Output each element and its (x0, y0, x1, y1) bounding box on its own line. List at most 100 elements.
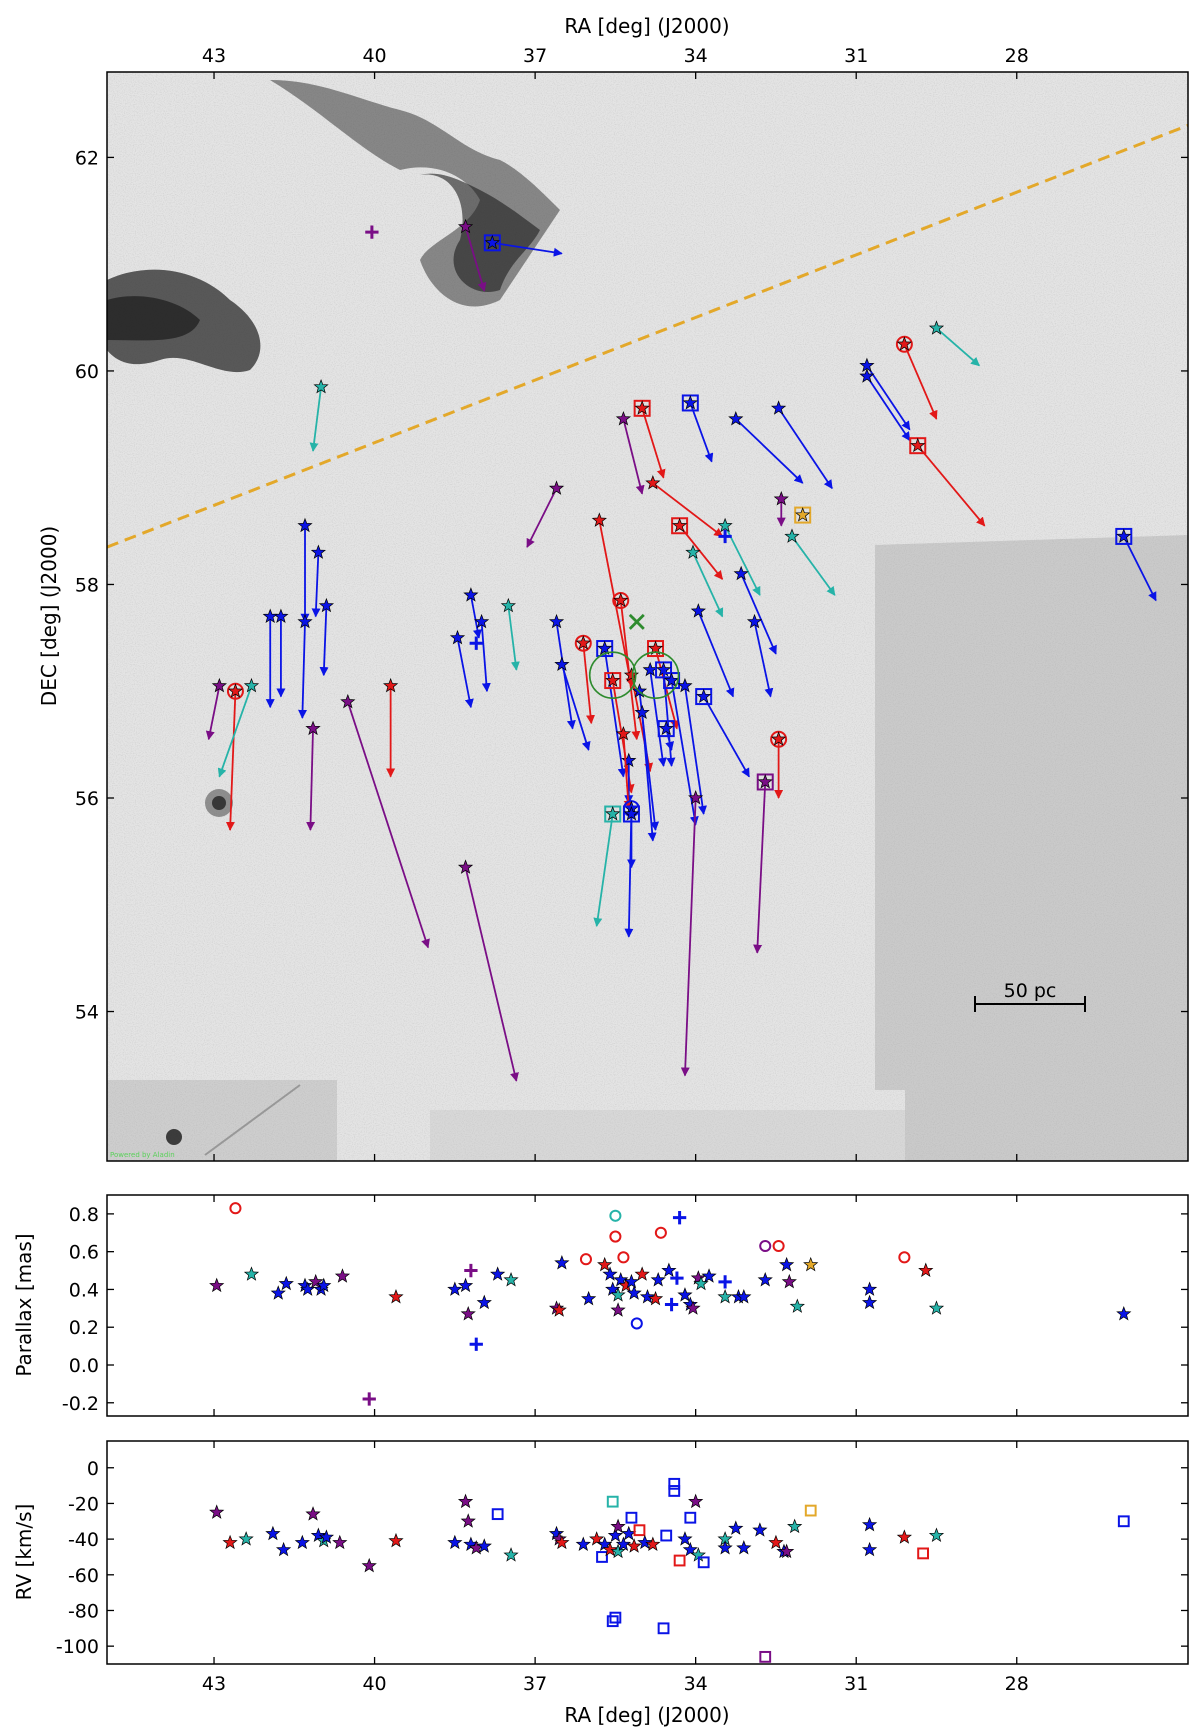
parallax-point (243, 1266, 260, 1281)
star-marker (227, 683, 244, 698)
proper-motion-arrow (753, 621, 774, 698)
star-red (633, 399, 666, 479)
proper-motion-arrow (470, 594, 482, 639)
star-marker (685, 544, 701, 559)
proper-motion-arrow (689, 402, 714, 463)
x-tick-label-top: 40 (362, 45, 386, 67)
star-purple (305, 720, 321, 831)
y-tick-label: 54 (75, 1002, 99, 1024)
rv-point (447, 1534, 463, 1550)
star-marker (615, 725, 632, 741)
proper-motion-arrow (464, 226, 487, 292)
proper-motion-arrow (684, 685, 707, 815)
star-marker (634, 400, 650, 415)
y-tick-label: 60 (75, 361, 99, 383)
rv-point (688, 1493, 704, 1509)
star-marker (623, 806, 640, 821)
rv-point (682, 1541, 698, 1557)
rv-point (607, 1527, 623, 1543)
rv-point (606, 1495, 619, 1508)
star-red (770, 730, 788, 799)
rv-point (645, 1536, 661, 1551)
rv-point (728, 1520, 744, 1535)
parallax-ylabel: Parallax [mas] (12, 1233, 36, 1376)
star-marker (243, 677, 260, 693)
y-tick-label: -60 (68, 1565, 99, 1587)
x-tick-label: 28 (1005, 1673, 1029, 1695)
rv-point (596, 1551, 608, 1563)
parallax-point (308, 1273, 324, 1289)
x-tick-label: 34 (684, 1673, 708, 1695)
star-marker (1116, 528, 1132, 543)
y-tick-label: 0.6 (69, 1242, 99, 1264)
rv-point (491, 1508, 504, 1521)
star-marker (383, 677, 399, 693)
star-red (895, 335, 938, 420)
parallax-point (717, 1288, 733, 1304)
star-marker (910, 437, 926, 453)
star-marker (746, 613, 763, 629)
rv-point (1117, 1515, 1130, 1528)
parallax-point (759, 1239, 772, 1253)
y-tick-label: -0.2 (62, 1393, 99, 1415)
proper-motion-arrow (311, 552, 321, 618)
rv-point (238, 1531, 254, 1546)
cluster-circle (631, 651, 680, 700)
star-marker (690, 603, 706, 618)
star-purple (615, 410, 645, 495)
star-blue (622, 805, 640, 869)
proper-motion-arrow (641, 408, 666, 479)
star-blue (746, 613, 774, 698)
rv-ylabel: RV [km/s] (12, 1504, 36, 1601)
rv-point (621, 1525, 637, 1541)
rv-point (917, 1547, 930, 1560)
star-blue (297, 613, 313, 719)
parallax-point (490, 1266, 506, 1281)
rv-point (388, 1532, 404, 1548)
star-marker (682, 394, 698, 410)
parallax-point (772, 1239, 785, 1253)
star-blue (681, 394, 714, 463)
parallax-point (861, 1281, 878, 1296)
star-teal (309, 378, 329, 452)
proper-motion-arrow (603, 648, 627, 778)
star-teal (928, 320, 980, 367)
star-marker (340, 693, 356, 709)
rv-point (657, 1622, 670, 1635)
x-tick-label: 37 (523, 1673, 547, 1695)
rv-point (222, 1534, 238, 1550)
parallax-point (579, 1253, 592, 1266)
y-tick-label: 56 (75, 788, 99, 810)
parallax-axes: -0.2 0.0 0.2 0.4 0.6 0.8 (62, 1195, 1188, 1416)
rv-point (457, 1493, 474, 1509)
star-red (615, 725, 633, 810)
parallax-point (388, 1289, 404, 1304)
proper-motion-arrow (598, 520, 635, 687)
star-blue (657, 720, 675, 751)
parallax-point (690, 1270, 706, 1285)
x-tick-label: 31 (844, 1673, 868, 1695)
star-blue (733, 565, 777, 655)
rv-point (697, 1556, 710, 1569)
proper-motion-arrow (740, 573, 777, 655)
parallax-point (898, 1251, 911, 1264)
parallax-point (736, 1288, 752, 1304)
star-marker (613, 592, 629, 607)
parallax-point (457, 1277, 474, 1293)
proper-motion-arrow (480, 621, 491, 693)
y-tick-label: 0.4 (69, 1279, 99, 1301)
rv-point (602, 1541, 618, 1557)
parallax-point (609, 1230, 622, 1243)
proper-motion-arrow (593, 813, 614, 928)
star-marker (305, 720, 321, 736)
parallax-point (650, 1272, 666, 1287)
star-blue (677, 677, 707, 815)
rv-point (861, 1541, 878, 1557)
proper-motion-arrow (917, 445, 986, 527)
rv-point (736, 1540, 752, 1555)
parallax-point (503, 1272, 519, 1287)
star-purple (205, 677, 227, 741)
rv-point (476, 1538, 492, 1553)
proper-motion-arrow (670, 680, 699, 826)
y-tick-label: 0.2 (69, 1317, 99, 1339)
